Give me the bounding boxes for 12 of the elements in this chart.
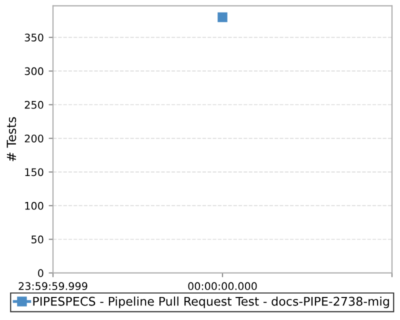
y-tick-label: 250 (24, 100, 44, 109)
x-tick-label: 23:59:59.999 (18, 282, 88, 290)
y-tick-label: 300 (24, 67, 44, 76)
y-tick-label: 50 (32, 236, 44, 244)
y-tick-label: 200 (24, 134, 44, 142)
y-axis-title: # Tests (6, 117, 16, 162)
legend-label: PIPESPECS - Pipeline Pull Request Test - docs-PIPE-2738-mig (33, 296, 389, 308)
y-tick-label: 350 (24, 34, 44, 42)
y-tick-label: 100 (25, 202, 44, 210)
x-tick-label: 00:00:00.000 (188, 282, 257, 290)
y-tick-label: 150 (25, 168, 44, 176)
y-tick-label: 0 (38, 269, 44, 278)
